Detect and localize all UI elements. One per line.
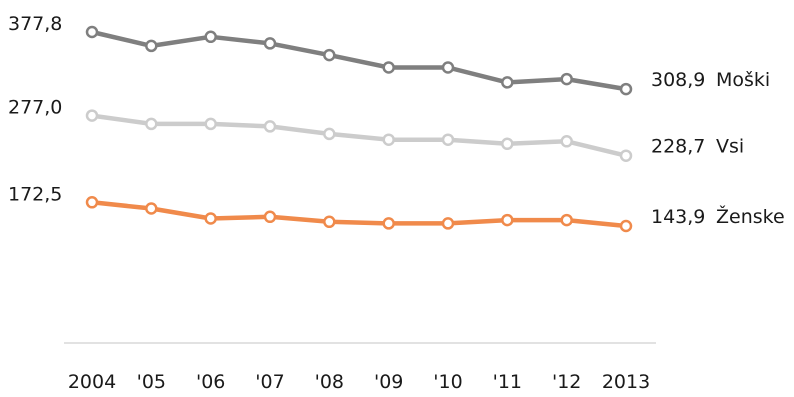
data-point [382,217,395,230]
end-value-label: 143,9 [651,206,705,228]
x-tick-label: '12 [552,371,581,393]
data-point [501,213,514,227]
start-value-label: 172,5 [8,183,62,205]
data-point [501,137,514,151]
x-tick-label: '10 [433,371,462,393]
x-tick-label: 2004 [68,371,116,393]
data-point [204,212,217,225]
series-line-vsi [89,113,629,158]
x-tick-label: 2013 [602,371,650,393]
data-point [441,61,455,74]
data-point [85,25,99,39]
series-name-label: Vsi [716,136,744,158]
data-point [323,215,336,229]
x-tick-label: '05 [137,371,166,393]
series-line-mo-ki [89,29,629,92]
series-mo-ki [85,25,633,96]
x-tick-label: '11 [493,371,522,393]
data-point [204,117,217,131]
data-point [85,109,99,122]
data-point [85,196,99,209]
data-point [382,133,395,146]
data-point [619,219,633,233]
data-point [145,39,158,53]
series-layer [85,25,633,233]
data-point [263,37,277,50]
data-point [619,149,633,162]
data-point [145,202,158,215]
data-point [560,135,573,148]
series-vsi [85,109,633,162]
x-tick-label: '06 [196,371,225,393]
end-value-label: 228,7 [651,136,705,158]
data-point [323,48,336,62]
data-point [382,61,395,74]
data-point [263,120,277,133]
data-point [619,82,633,96]
label-layer: 377,8 308,9 Moški 277,0 228,7 Vsi 172,5 143,9 Že… [8,13,785,228]
data-point [323,127,336,141]
end-value-label: 308,9 [651,69,705,91]
x-tick-label: '08 [315,371,344,393]
data-point [145,117,158,131]
data-point [560,213,573,227]
data-point [441,217,455,230]
x-tick-layer: 2004 '05 '06 '07 '08 '09 '10 '11 '12 2013 [68,371,650,393]
start-value-label: 277,0 [8,97,62,119]
data-point [501,76,514,89]
x-tick-label: '09 [374,371,403,393]
series-line-enske [89,200,629,229]
data-point [263,210,277,224]
data-point [204,30,217,44]
series-name-label: Moški [716,69,770,91]
series-enske [85,196,633,233]
data-point [560,72,573,86]
x-tick-label: '07 [255,371,284,393]
data-point [441,133,455,146]
series-name-label: Ženske [716,205,785,228]
start-value-label: 377,8 [8,13,62,35]
